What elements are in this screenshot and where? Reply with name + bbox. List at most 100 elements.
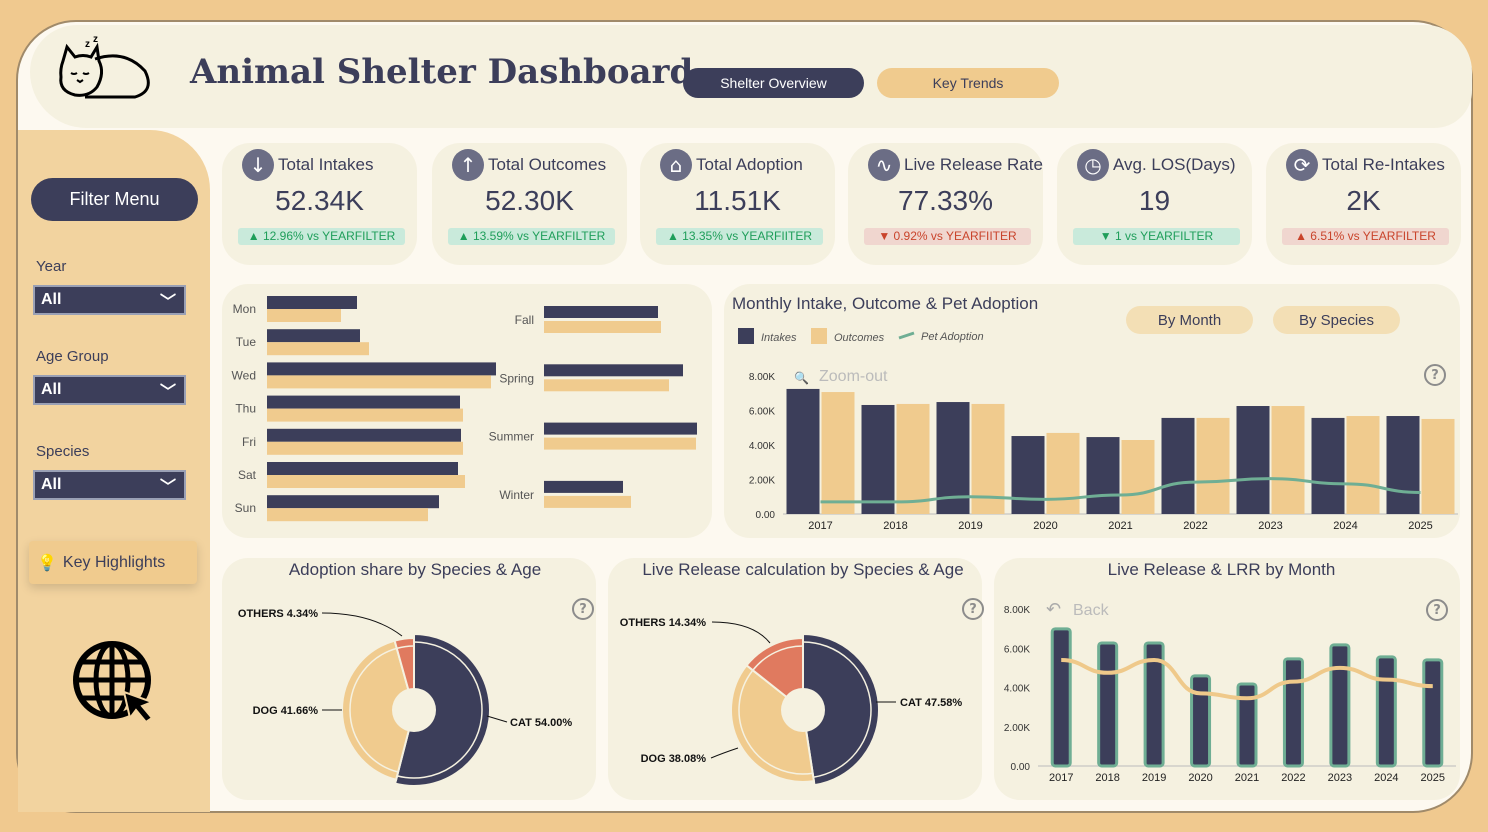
y-tick-label: 0.00 <box>756 510 776 521</box>
kpi-title: Total Outcomes <box>488 155 607 174</box>
kpi-value: 19 <box>1138 185 1171 216</box>
y-tick-label: 6.00K <box>749 407 775 418</box>
bar-bar <box>1329 643 1351 768</box>
outcomes-bar <box>1271 406 1305 514</box>
slice-inner-ring <box>802 641 872 778</box>
back-arrow-icon: ↶ <box>1046 599 1061 619</box>
others-data-label: OTHERS 14.34% <box>620 617 706 629</box>
outcome-bar <box>267 475 465 488</box>
year-select[interactable]: All ﹀ <box>33 285 186 315</box>
by-species-button[interactable]: By Species <box>1273 306 1400 334</box>
kpi-delta: ▲ 13.35% vs YEARFIITER <box>656 228 823 245</box>
svg-text:z: z <box>93 34 98 45</box>
back-button: Back <box>1073 602 1110 619</box>
outcome-bar <box>544 437 696 450</box>
slice-inner-ring <box>349 647 399 773</box>
season-label: Spring <box>499 371 534 385</box>
y-tick-label: 8.00K <box>749 372 775 383</box>
leader-line <box>321 612 403 637</box>
tab-key-trends[interactable]: Key Trends <box>877 68 1059 98</box>
intake-bar <box>267 395 460 409</box>
kpi-title: Total Adoption <box>696 155 803 174</box>
kpi-delta: ▼ 1 vs YEARFILTER <box>1073 228 1240 245</box>
monthly-combo-chart: 0.00 2.00K 4.00K 6.00K 8.00K 2017 2018 2019 2020… <box>738 328 1458 532</box>
intakes-bar <box>1011 436 1045 514</box>
day-label: Tue <box>236 335 257 349</box>
help-icon[interactable]: ? <box>1424 364 1446 386</box>
tab-shelter-overview[interactable]: Shelter Overview <box>683 68 864 98</box>
intake-bar <box>544 306 658 318</box>
by-month-button[interactable]: By Month <box>1126 306 1253 334</box>
intake-bar <box>267 428 461 442</box>
adoption-share-title: Adoption share by Species & Age <box>288 560 542 579</box>
key-highlights-button[interactable]: 💡 Key Highlights <box>29 541 197 584</box>
bar-bar <box>1050 627 1072 768</box>
outcome-bar <box>544 495 631 508</box>
intake-bar <box>267 462 458 475</box>
bar-bar <box>1236 682 1258 768</box>
x-tick-label: 2018 <box>1095 772 1119 784</box>
bar-bar <box>1143 641 1165 768</box>
kpi-card: ∿ Live Release Rate 77.33% ▼ 0.92% vs YE… <box>848 143 1043 265</box>
key-highlights-label: Key Highlights <box>62 553 166 571</box>
season-label: Summer <box>489 430 534 444</box>
kpi-title: Total Re-Intakes <box>1322 155 1445 174</box>
x-tick-label: 2022 <box>1183 520 1207 532</box>
slice-inner-ring <box>396 641 483 779</box>
bar-bar <box>1422 658 1444 768</box>
x-tick-label: 2024 <box>1374 772 1398 784</box>
intake-bar <box>544 422 697 435</box>
live-release-calc-title: Live Release calculation by Species & Ag… <box>642 560 964 579</box>
species-select-value: All <box>41 476 62 493</box>
species-select[interactable]: All ﹀ <box>33 470 186 500</box>
chevron-down-icon: ﹀ <box>159 384 176 401</box>
zoom-out-button: Zoom-out <box>819 368 888 385</box>
x-tick-label: 2025 <box>1408 520 1432 532</box>
home-icon: ⌂ <box>660 149 692 181</box>
x-tick-label: 2019 <box>958 520 982 532</box>
legend-outcomes-swatch <box>811 328 827 344</box>
donut-hole <box>781 688 825 732</box>
age-group-select[interactable]: All ﹀ <box>33 375 186 405</box>
age-group-filter-label: Age Group <box>36 348 109 365</box>
legend-outcomes-label: Outcomes <box>834 332 885 344</box>
kpi-value: 52.30K <box>485 185 574 216</box>
intake-bar <box>267 495 439 509</box>
svg-text:z: z <box>85 39 90 50</box>
dog-data-label: DOG 38.08% <box>641 753 707 765</box>
outcome-bar <box>544 379 669 392</box>
donut-hole <box>392 688 436 732</box>
others-slice <box>745 636 804 713</box>
kpi-value: 52.34K <box>275 185 364 216</box>
legend-intakes-label: Intakes <box>761 332 797 344</box>
y-tick-label: 0.00 <box>1011 762 1031 773</box>
cat-data-label: CAT 47.58% <box>900 697 962 709</box>
kpi-title: Live Release Rate <box>904 155 1043 174</box>
day-label: Mon <box>233 302 256 316</box>
age-group-select-value: All <box>41 381 62 398</box>
outcomes-bar <box>1346 416 1380 514</box>
filter-menu-button[interactable]: Filter Menu <box>31 178 198 221</box>
kpi-value: 2K <box>1346 185 1381 216</box>
year-filter-label: Year <box>36 258 67 275</box>
help-icon[interactable]: ? <box>1426 599 1448 621</box>
globe-cursor-icon[interactable] <box>72 640 158 726</box>
outcome-bar <box>267 375 491 389</box>
intake-bar <box>267 296 357 309</box>
outcomes-bar <box>896 403 930 514</box>
live-release-lrr-chart: 0.00 2.00K 4.00K 6.00K 8.00K 2017 2018 2019 2020… <box>1004 599 1456 784</box>
help-icon[interactable]: ? <box>572 598 594 620</box>
outcome-bar <box>267 441 463 455</box>
intakes-bar <box>1386 416 1420 514</box>
x-tick-label: 2025 <box>1421 772 1445 784</box>
intake-bar <box>267 362 496 376</box>
trend-line <box>820 477 1421 504</box>
y-tick-label: 8.00K <box>1004 605 1030 616</box>
intakes-bar <box>1161 417 1195 514</box>
x-tick-label: 2019 <box>1142 772 1166 784</box>
arrow-up-icon: ↑ <box>452 149 484 181</box>
lightbulb-icon: 💡 <box>37 554 57 572</box>
leader-line <box>710 747 739 759</box>
help-icon[interactable]: ? <box>962 598 984 620</box>
kpi-card: ◷ Avg. LOS(Days) 19 ▼ 1 vs YEARFILTER <box>1057 143 1252 265</box>
